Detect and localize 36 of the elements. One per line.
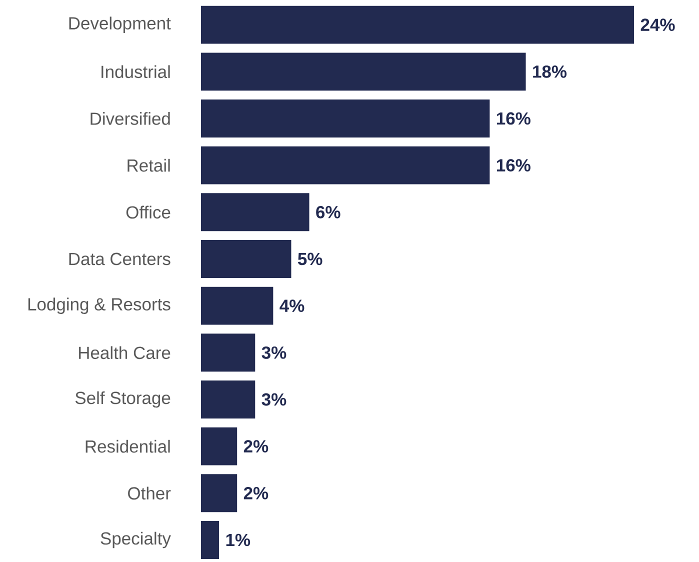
bar xyxy=(201,240,292,278)
bar xyxy=(201,100,490,138)
data-label: 3% xyxy=(262,346,286,359)
bar xyxy=(201,427,238,466)
y-tick-label: Development xyxy=(69,16,171,33)
data-label: 24% xyxy=(640,18,675,32)
data-label: 6% xyxy=(316,206,340,218)
y-tick-label: Specialty xyxy=(100,532,171,548)
data-label: 1% xyxy=(226,534,250,546)
data-label: 5% xyxy=(298,252,322,266)
data-label: 18% xyxy=(533,65,567,78)
data-label: 4% xyxy=(280,300,304,312)
y-tick-label: Office xyxy=(126,206,170,219)
data-label: 16% xyxy=(496,112,530,125)
bar xyxy=(201,380,256,418)
y-tick-label: Retail xyxy=(128,158,170,172)
data-label: 16% xyxy=(496,159,530,172)
y-tick-label: Other xyxy=(128,486,171,500)
y-tick-label: Health Care xyxy=(79,346,170,360)
y-tick-label: Residential xyxy=(86,440,170,453)
y-tick-label: Self Storage xyxy=(75,391,170,408)
y-tick-label: Diversified xyxy=(90,112,170,125)
data-label: 2% xyxy=(244,486,268,500)
data-label: 2% xyxy=(244,440,268,452)
data-label: 3% xyxy=(262,393,286,406)
y-tick-label: Industrial xyxy=(102,65,170,78)
bar xyxy=(201,286,274,325)
y-tick-label: Lodging & Resorts xyxy=(28,298,170,314)
bar xyxy=(201,474,238,512)
y-tick-label: Data Centers xyxy=(69,252,170,266)
bar xyxy=(201,521,220,559)
bar xyxy=(201,193,310,232)
bar xyxy=(201,52,526,91)
bar xyxy=(201,6,634,44)
bar xyxy=(201,334,256,372)
bar xyxy=(201,146,490,184)
